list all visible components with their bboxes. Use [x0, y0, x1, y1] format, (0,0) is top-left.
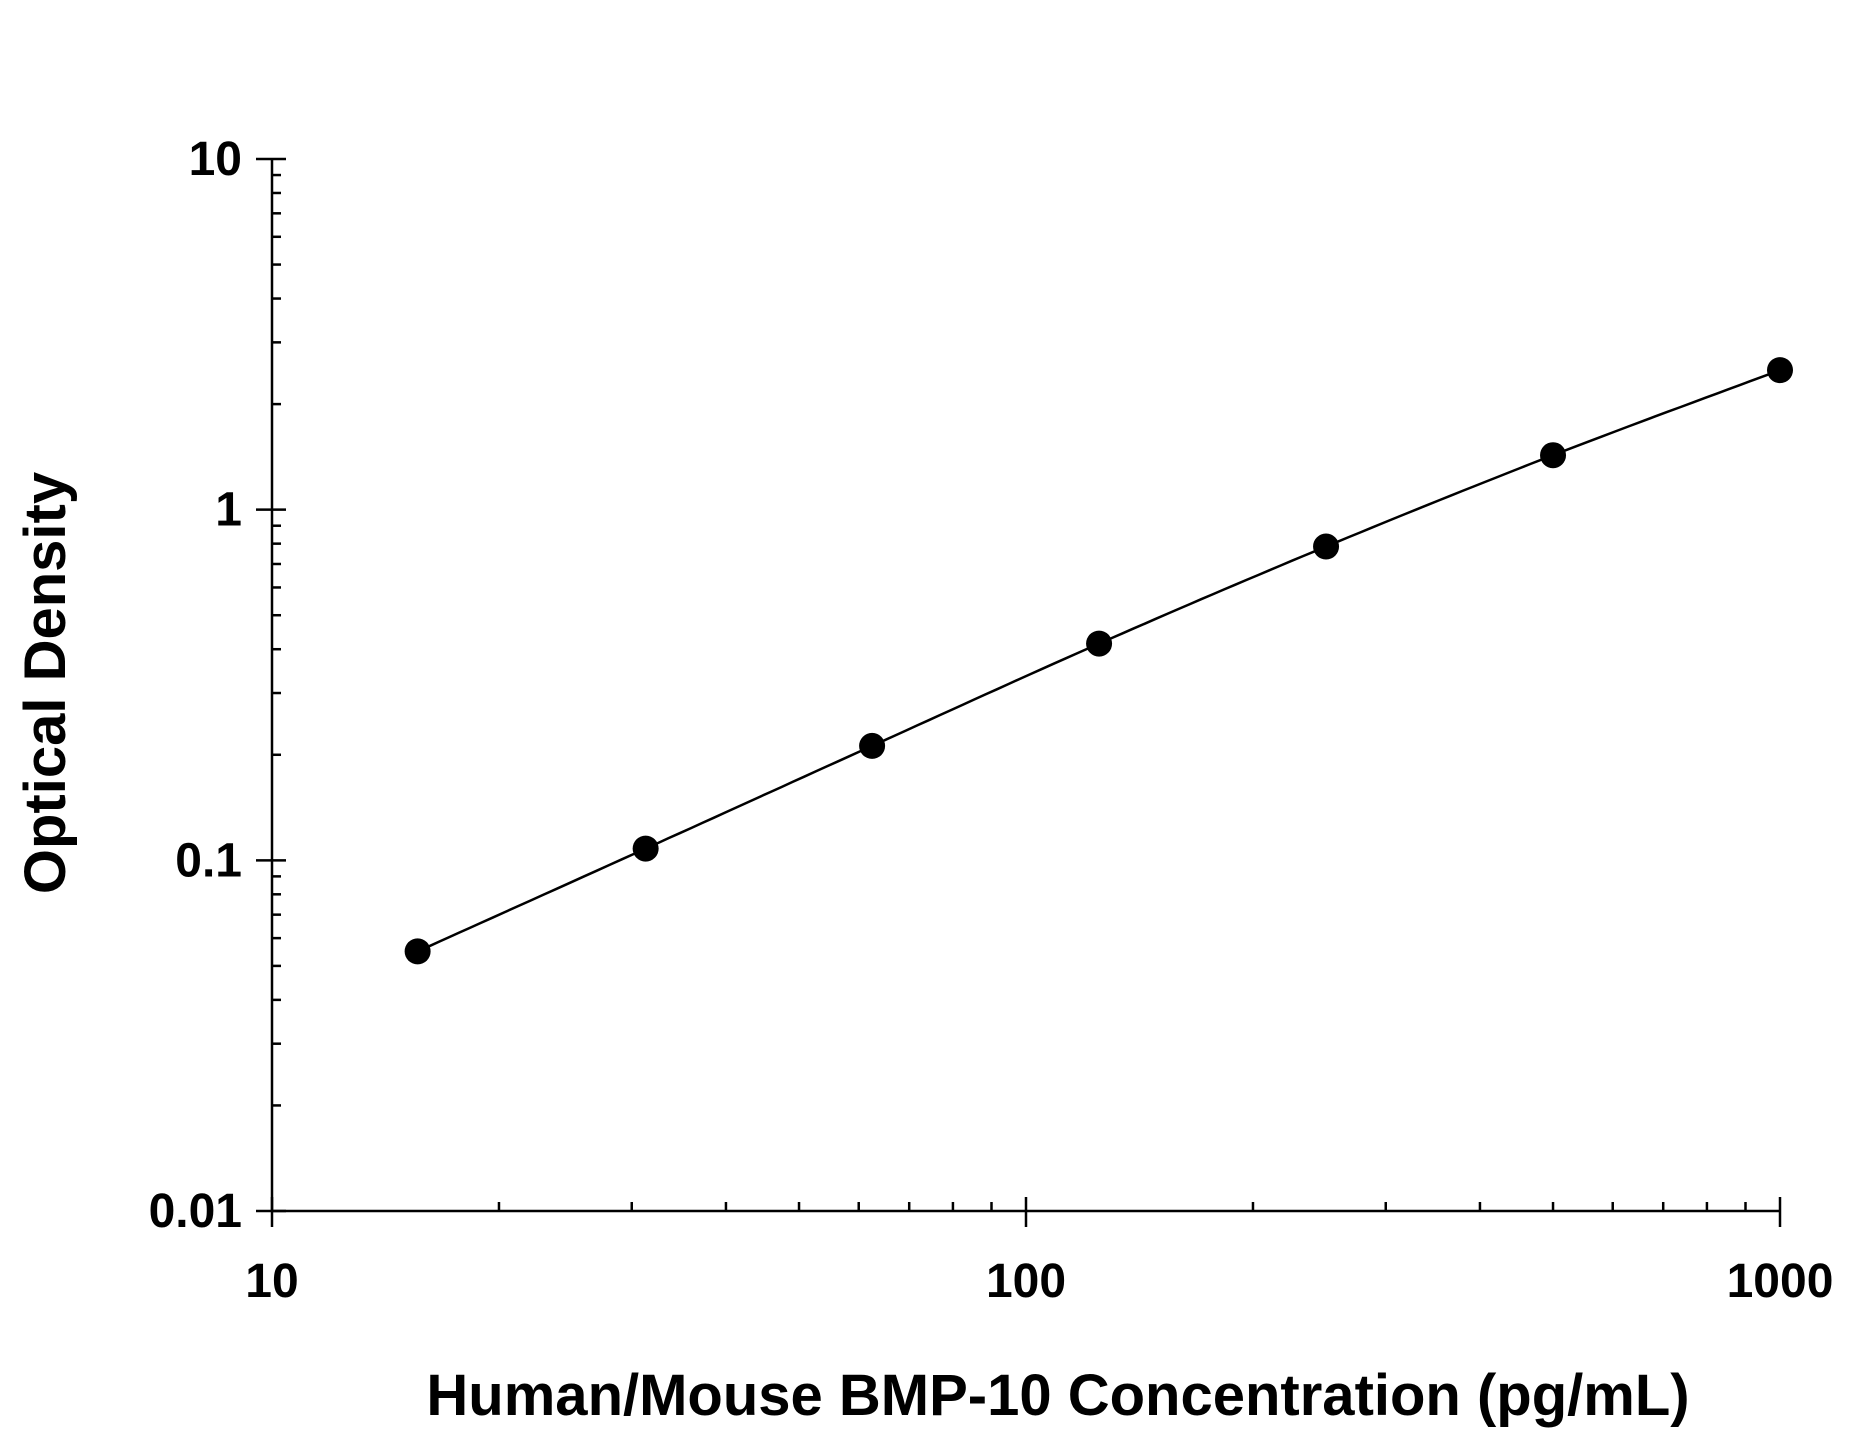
- data-point: [1313, 533, 1340, 560]
- data-point: [632, 835, 659, 862]
- y-tick-label: 10: [189, 133, 242, 186]
- data-point: [1086, 630, 1113, 657]
- fit-curve-layer: [417, 368, 1781, 953]
- x-tick-label: 100: [986, 1255, 1066, 1308]
- x-tick-label: 10: [245, 1255, 298, 1308]
- y-tick-label: 1: [215, 484, 242, 537]
- y-axis-label: Optical Density: [13, 472, 78, 894]
- data-point: [859, 732, 886, 759]
- data-point: [1540, 442, 1567, 469]
- data-point: [1767, 357, 1793, 384]
- data-point: [404, 938, 431, 965]
- y-tick-label: 0.01: [149, 1185, 242, 1238]
- data-points-layer: [404, 357, 1793, 965]
- fit-curve: [417, 368, 1781, 953]
- labels-layer: Human/Mouse BMP-10 Concentration (pg/mL)…: [13, 133, 1833, 1428]
- y-tick-label: 0.1: [175, 834, 242, 887]
- axes: [256, 157, 1782, 1227]
- x-axis-label: Human/Mouse BMP-10 Concentration (pg/mL): [426, 1363, 1689, 1428]
- x-tick-label: 1000: [1727, 1255, 1834, 1308]
